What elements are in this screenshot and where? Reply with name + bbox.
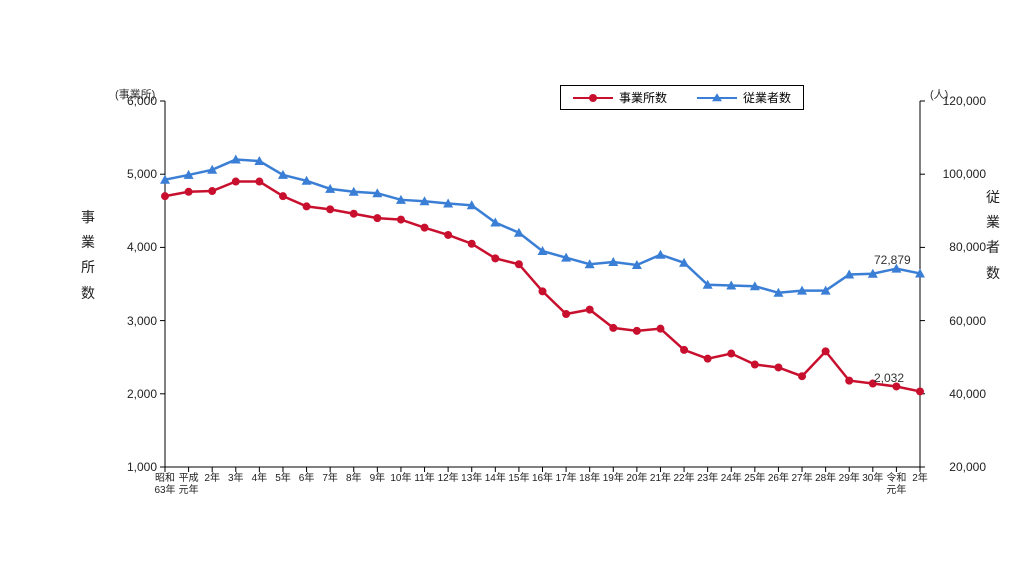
xtick: 9年 [370, 473, 386, 485]
xtick: 22年 [674, 473, 695, 485]
xtick: 6年 [299, 473, 315, 485]
ytick-right: 40,000 [926, 387, 986, 401]
series-end-label: 72,879 [874, 253, 911, 267]
ytick-right: 80,000 [926, 240, 986, 254]
xtick: 昭和63年 [154, 473, 175, 497]
ytick-right: 100,000 [926, 167, 986, 181]
xtick: 25年 [744, 473, 765, 485]
ytick-left: 6,000 [107, 94, 157, 108]
xtick: 24年 [721, 473, 742, 485]
xtick: 30年 [862, 473, 883, 485]
xtick: 27年 [791, 473, 812, 485]
ytick-left: 1,000 [107, 460, 157, 474]
xtick: 29年 [839, 473, 860, 485]
ytick-left: 2,000 [107, 387, 157, 401]
xtick: 20年 [626, 473, 647, 485]
xtick: 10年 [390, 473, 411, 485]
xtick: 21年 [650, 473, 671, 485]
ytick-right: 20,000 [926, 460, 986, 474]
xtick: 11年 [414, 473, 434, 485]
xtick: 12年 [438, 473, 459, 485]
dual-axis-line-chart: 事業所数 従業者数 (事業所) (人) 事業所数 従業者数 1,0002,000… [0, 0, 1024, 576]
xtick: 15年 [508, 473, 529, 485]
xtick: 17年 [556, 473, 577, 485]
xtick: 18年 [579, 473, 600, 485]
xtick: 2年 [204, 473, 220, 485]
xtick: 2年 [912, 473, 928, 485]
ytick-left: 3,000 [107, 314, 157, 328]
xtick: 16年 [532, 473, 553, 485]
xtick: 28年 [815, 473, 836, 485]
xtick: 7年 [322, 473, 338, 485]
xtick: 4年 [252, 473, 268, 485]
xtick: 令和元年 [886, 473, 906, 497]
xtick: 3年 [228, 473, 244, 485]
xtick: 14年 [485, 473, 506, 485]
ytick-right: 120,000 [926, 94, 986, 108]
xtick: 19年 [603, 473, 624, 485]
xtick: 平成元年 [179, 473, 199, 497]
ytick-left: 4,000 [107, 240, 157, 254]
series-end-label: 2,032 [874, 371, 904, 385]
xtick: 26年 [768, 473, 789, 485]
xtick: 5年 [275, 473, 291, 485]
xtick: 23年 [697, 473, 718, 485]
ytick-right: 60,000 [926, 314, 986, 328]
xtick: 13年 [461, 473, 482, 485]
ytick-left: 5,000 [107, 167, 157, 181]
xtick: 8年 [346, 473, 362, 485]
